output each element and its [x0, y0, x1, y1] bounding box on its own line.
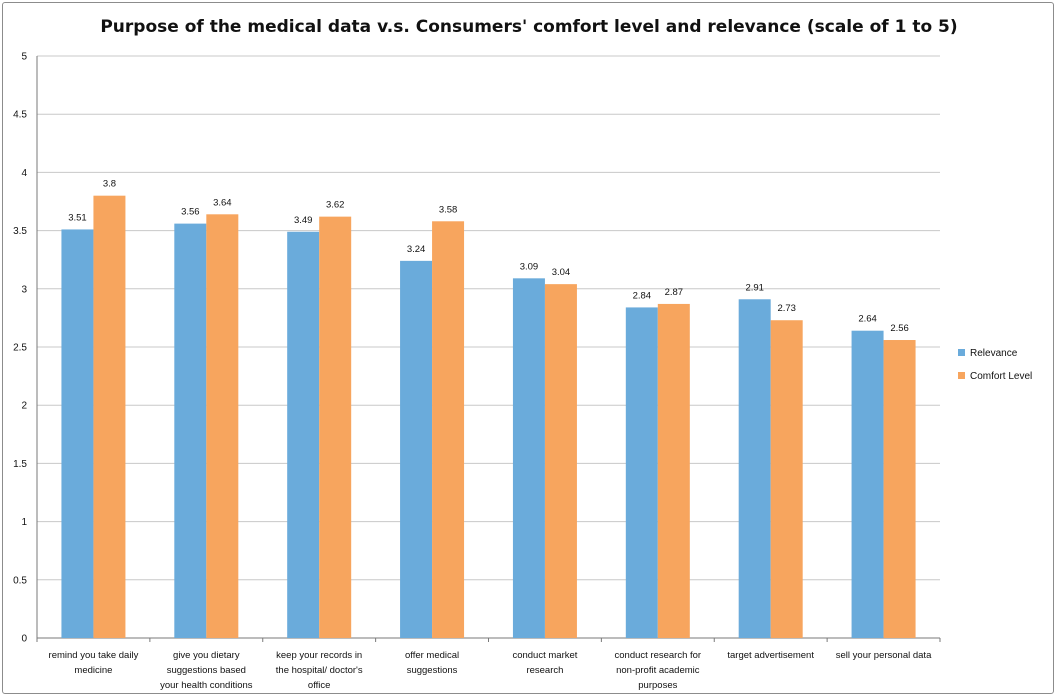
bar-relevance [512, 278, 545, 638]
y-tick-label: 3.5 [13, 226, 27, 237]
bar-relevance [174, 223, 207, 638]
x-tick-label-line: offer medical [405, 650, 459, 661]
chart-title: Purpose of the medical data v.s. Consume… [100, 17, 958, 37]
y-tick-label: 1.5 [13, 459, 27, 470]
data-label: 2.91 [745, 282, 764, 293]
x-tick-label-line: suggestions based [167, 665, 246, 676]
x-tick-label-line: purposes [638, 680, 677, 691]
x-tick-label-line: keep your records in [276, 650, 362, 661]
bar-relevance [61, 229, 94, 638]
legend-label: Relevance [970, 348, 1018, 359]
data-label: 3.64 [213, 197, 232, 208]
y-tick-label: 1 [21, 517, 27, 528]
bar-comfort-level [544, 284, 577, 638]
legend-swatch [958, 372, 965, 379]
x-tick-label: conduct research for non-profit academic p… [615, 650, 702, 691]
x-tick-label: remind you take daily medicine [49, 650, 139, 676]
data-label: 3.24 [407, 244, 426, 255]
bar-relevance [851, 330, 884, 638]
x-tick-label-line: give you dietary [173, 650, 240, 661]
y-tick-label: 5 [21, 52, 27, 63]
data-label: 3.49 [294, 215, 313, 226]
data-label: 2.64 [858, 314, 877, 325]
x-tick-label-line: office [308, 680, 331, 691]
x-tick-label-line: non-profit academic [616, 665, 700, 676]
data-label: 3.56 [181, 207, 200, 218]
data-label: 2.73 [777, 303, 796, 314]
x-tick-label-line: sell your personal data [836, 650, 932, 661]
data-label: 3.58 [439, 204, 458, 215]
x-tick-label: target advertisement [727, 650, 814, 661]
x-tick-label-line: your health conditions [160, 680, 253, 691]
data-label: 3.8 [103, 179, 116, 190]
data-label: 2.87 [665, 287, 684, 298]
y-tick-label: 2.5 [13, 343, 27, 354]
x-tick-label: give you dietary suggestions based your he… [160, 650, 253, 691]
y-tick-label: 4 [21, 168, 27, 179]
data-label: 3.09 [520, 261, 539, 272]
bar-comfort-level [93, 195, 126, 638]
bar-relevance [400, 260, 433, 638]
bar-comfort-level [319, 216, 352, 638]
x-tick-label: offer medical suggestions [405, 650, 459, 676]
x-tick-label-line: target advertisement [727, 650, 814, 661]
y-tick-label: 2 [21, 401, 27, 412]
x-tick-label: conduct market research [512, 650, 577, 676]
y-tick-label: 0 [21, 634, 27, 645]
bar-comfort-level [206, 214, 239, 638]
x-tick-label-line: conduct research for [615, 650, 702, 661]
data-label: 2.84 [633, 290, 652, 301]
y-tick-label: 0.5 [13, 575, 27, 586]
x-tick-label-line: research [526, 665, 563, 676]
bar-comfort-level [883, 340, 916, 638]
bar-relevance [625, 307, 658, 638]
x-tick-label-line: the hospital/ doctor's [276, 665, 363, 676]
y-tick-label: 4.5 [13, 110, 27, 121]
x-tick-label-line: medicine [74, 665, 112, 676]
data-label: 3.51 [68, 212, 87, 223]
bar-relevance [738, 299, 771, 638]
x-tick-label-line: remind you take daily [49, 650, 139, 661]
bar-relevance [287, 231, 320, 639]
x-tick-label: keep your records in the hospital/ doctor… [276, 650, 363, 691]
bar-comfort-level [657, 303, 690, 638]
x-tick-label: sell your personal data [836, 650, 932, 661]
data-label: 3.04 [552, 267, 571, 278]
bar-chart: 0 0.5 1 1.5 2 2.5 3 3.5 4 4.5 5 3.51 3.8 remind you t… [13, 52, 1032, 692]
y-tick-label: 3 [21, 284, 27, 295]
x-tick-label-line: conduct market [512, 650, 577, 661]
bar-comfort-level [770, 320, 803, 638]
legend-swatch [958, 349, 965, 356]
legend-label: Comfort Level [970, 371, 1032, 382]
x-tick-label-line: suggestions [407, 665, 458, 676]
data-label: 3.62 [326, 200, 345, 211]
bar-comfort-level [432, 221, 465, 638]
data-label: 2.56 [890, 323, 909, 334]
